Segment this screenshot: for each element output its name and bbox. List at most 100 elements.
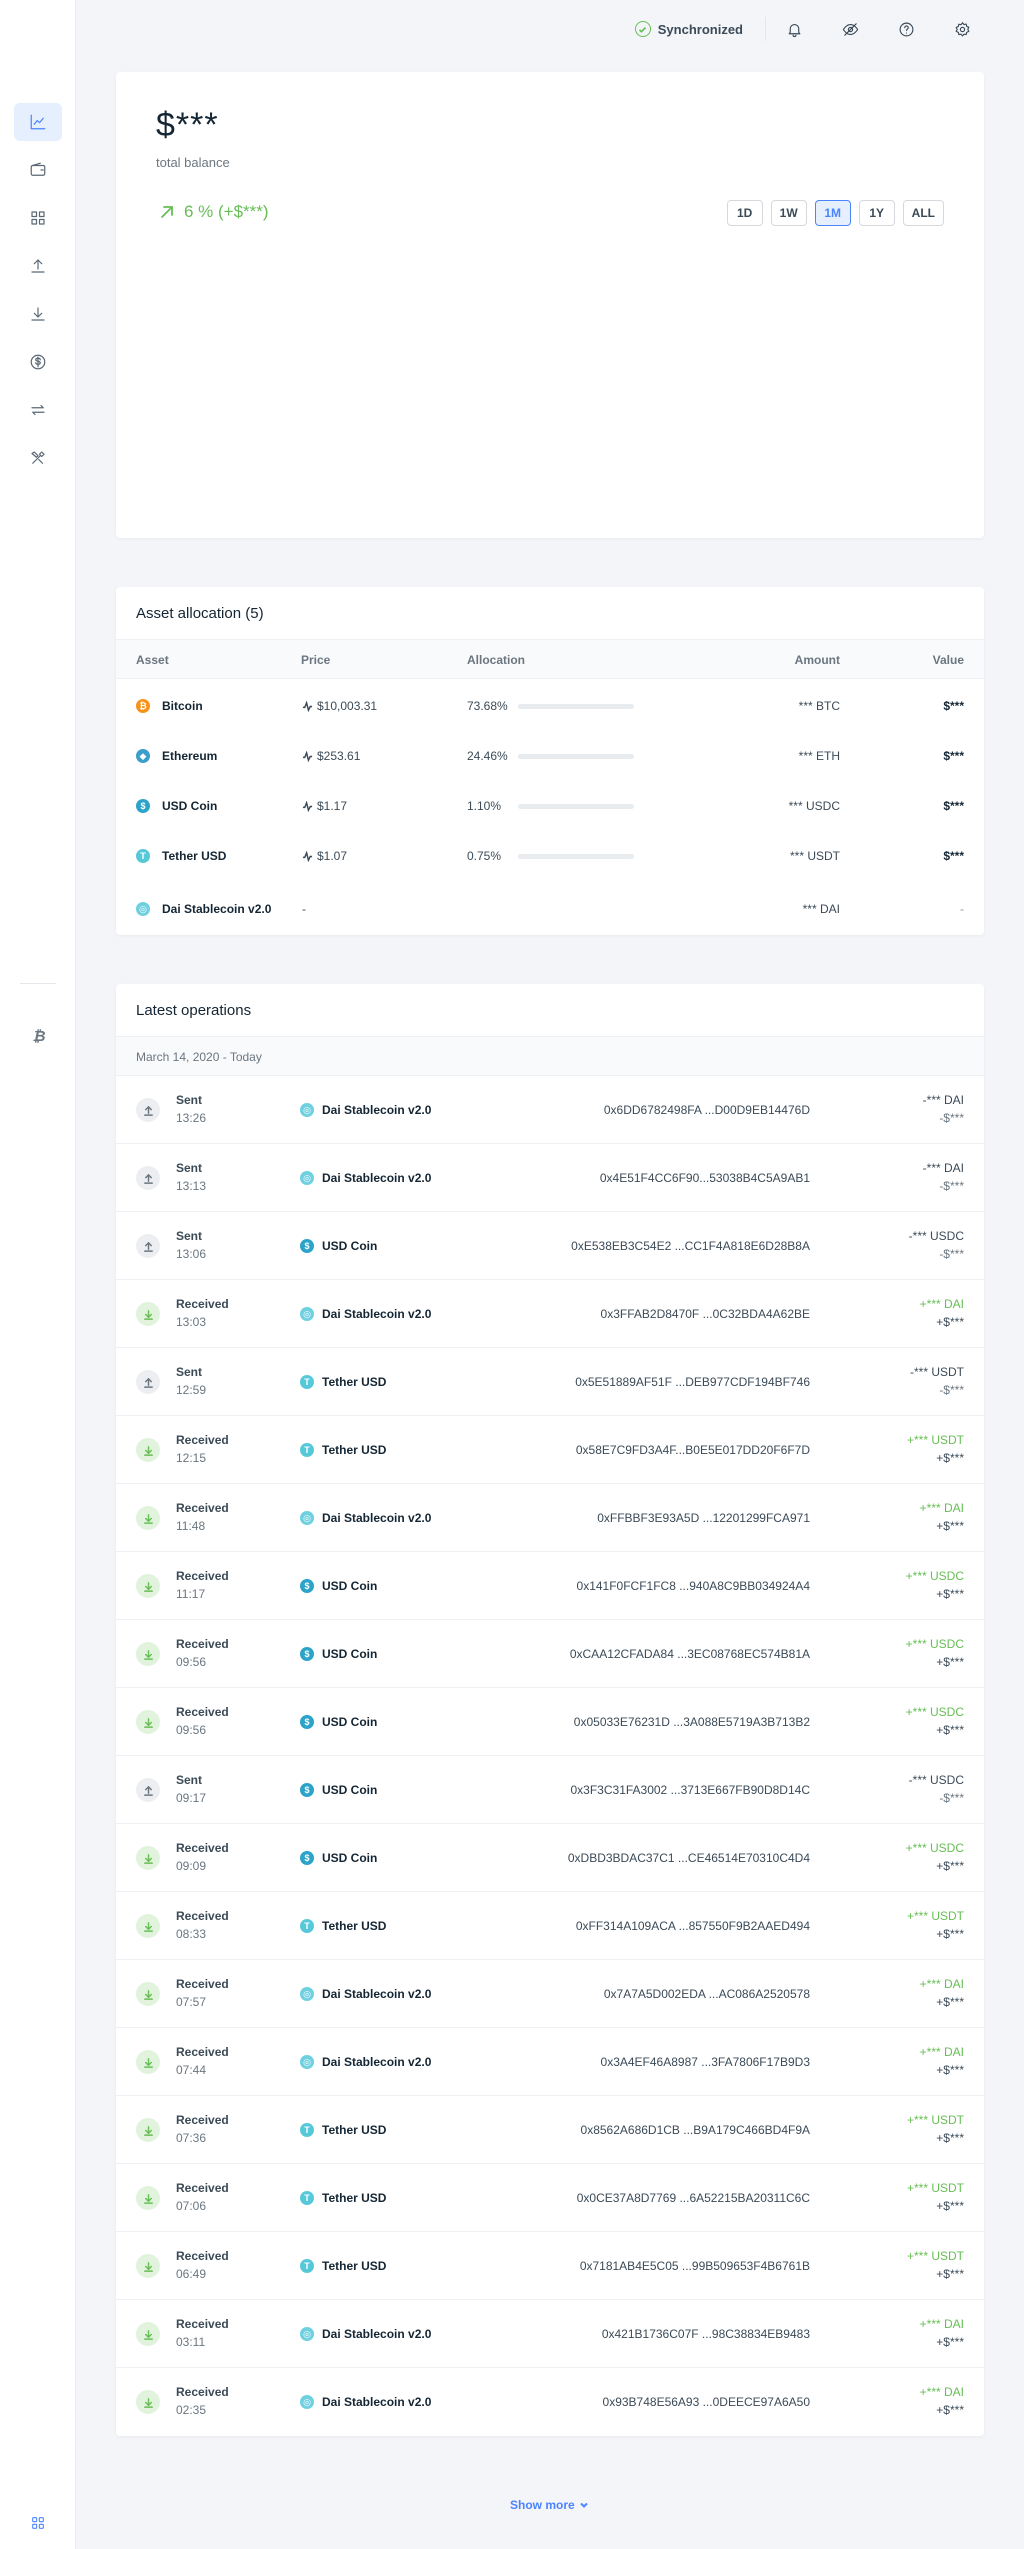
operation-time: 07:36 (176, 2131, 207, 2145)
sidebar-item-exchange[interactable] (14, 391, 62, 429)
operation-row[interactable]: Received 07:44 ◎ Dai Stablecoin v2.0 0x3A4EF… (116, 2028, 984, 2096)
operation-type-icon (136, 1166, 160, 1190)
operation-row[interactable]: Sent 09:17 $ USD Coin 0x3F3C31FA3002 ...3713… (116, 1756, 984, 1824)
range-1d-button[interactable]: 1D (726, 200, 763, 226)
notifications-button[interactable] (766, 17, 822, 41)
operation-coin-name: USD Coin (322, 1783, 378, 1797)
operation-row[interactable]: Sent 13:13 ◎ Dai Stablecoin v2.0 0x4E51F4CC6… (116, 1144, 984, 1212)
show-more-button[interactable]: Show more (510, 2498, 588, 2512)
range-1y-button[interactable]: 1Y (858, 200, 895, 226)
bitcoin-icon[interactable]: ₿ (32, 1027, 46, 1045)
operation-row[interactable]: Received 06:49 T Tether USD 0x7181AB4E5C05 .… (116, 2232, 984, 2300)
sync-status[interactable]: Synchronized (634, 17, 766, 41)
operation-row[interactable]: Sent 13:26 ◎ Dai Stablecoin v2.0 0x6DD678249… (116, 1076, 984, 1144)
operation-coin-name: Dai Stablecoin v2.0 (322, 1511, 432, 1525)
operation-row[interactable]: Sent 13:06 $ USD Coin 0xE538EB3C54E2 ...CC1F… (116, 1212, 984, 1280)
operation-type-icon (136, 2118, 160, 2142)
download-icon (143, 2193, 153, 2204)
operation-row[interactable]: Received 07:57 ◎ Dai Stablecoin v2.0 0x7A7A5… (116, 1960, 984, 2028)
operation-coin-name: Tether USD (322, 1443, 387, 1457)
operation-value: +$*** (936, 2199, 964, 2213)
sidebar-item-buy[interactable] (14, 343, 62, 381)
operation-value: +$*** (936, 1519, 964, 1533)
operation-type-icon (136, 1098, 160, 1122)
sidebar-item-accounts[interactable] (14, 151, 62, 189)
allocation-row[interactable]: ◆ Ethereum $253.61 24.46% *** ETH $*** (116, 732, 984, 782)
operation-row[interactable]: Received 09:56 $ USD Coin 0x05033E76231D ...… (116, 1688, 984, 1756)
allocation-row[interactable]: ◎ Dai Stablecoin v2.0 - *** DAI - (116, 885, 984, 935)
operation-row[interactable]: Received 09:09 $ USD Coin 0xDBD3BDAC37C1 ...… (116, 1824, 984, 1892)
operation-time: 13:06 (176, 1247, 207, 1261)
operation-row[interactable]: Received 12:15 T Tether USD 0x58E7C9FD3A4F..… (116, 1416, 984, 1484)
operation-type: Received (176, 2113, 229, 2127)
download-icon (143, 1853, 153, 1864)
range-1m-button[interactable]: 1M (814, 200, 851, 226)
allocation-row[interactable]: ₿ Bitcoin $10,003.31 73.68% *** BTC $*** (116, 682, 984, 732)
asset-name: Tether USD (162, 849, 227, 863)
operation-coin: T Tether USD (300, 1443, 386, 1457)
operation-row[interactable]: Received 07:06 T Tether USD 0x0CE37A8D7769 .… (116, 2164, 984, 2232)
apps-icon[interactable] (24, 2511, 52, 2535)
operation-type: Sent (176, 1161, 203, 1175)
operation-address: 0x93B748E56A93 ...0DEECE97A6A50 (602, 2395, 810, 2409)
sidebar-item-send[interactable] (14, 247, 62, 285)
operation-coin-name: USD Coin (322, 1715, 378, 1729)
asset-price: $253.61 (302, 749, 360, 763)
sidebar-item-manager[interactable] (14, 439, 62, 477)
operation-value: +$*** (936, 2063, 964, 2077)
operation-row[interactable]: Received 03:11 ◎ Dai Stablecoin v2.0 0x421B1… (116, 2300, 984, 2368)
operation-row[interactable]: Received 07:36 T Tether USD 0x8562A686D1CB .… (116, 2096, 984, 2164)
operation-address: 0xE538EB3C54E2 ...CC1F4A818E6D28B8A (571, 1239, 810, 1253)
balance-card: $*** total balance 6 % (+$***) 1D 1W 1M … (116, 72, 984, 538)
operation-coin-name: USD Coin (322, 1579, 378, 1593)
operation-type-icon (136, 1778, 160, 1802)
operations-date-range: March 14, 2020 - Today (116, 1036, 984, 1076)
operation-type: Received (176, 2045, 229, 2059)
operation-address: 0x58E7C9FD3A4F...B0E5E017DD20F6F7D (575, 1443, 810, 1457)
sidebar-item-catalog[interactable] (14, 199, 62, 237)
operation-row[interactable]: Received 02:35 ◎ Dai Stablecoin v2.0 0x93B74… (116, 2368, 984, 2436)
operation-amount: +*** USDT (906, 1909, 964, 1923)
allocation-row[interactable]: T Tether USD $1.07 0.75% *** USDT $*** (116, 832, 984, 882)
dai-icon: ◎ (300, 1511, 314, 1525)
usdc-icon: $ (136, 799, 150, 813)
allocation-row[interactable]: $ USD Coin $1.17 1.10% *** USDC $*** (116, 782, 984, 832)
operation-row[interactable]: Received 11:48 ◎ Dai Stablecoin v2.0 0xFFBBF… (116, 1484, 984, 1552)
col-allocation: Allocation (467, 653, 526, 667)
operation-coin-name: Dai Stablecoin v2.0 (322, 1103, 432, 1117)
operation-row[interactable]: Received 13:03 ◎ Dai Stablecoin v2.0 0x3FFAB… (116, 1280, 984, 1348)
help-icon (899, 22, 913, 36)
operation-type: Received (176, 1841, 229, 1855)
settings-button[interactable] (934, 17, 990, 41)
range-all-button[interactable]: ALL (902, 200, 944, 226)
help-button[interactable] (878, 17, 934, 41)
asset-price-value: $10,003.31 (317, 699, 378, 713)
operation-row[interactable]: Sent 12:59 T Tether USD 0x5E51889AF51F ...DE… (116, 1348, 984, 1416)
operation-type: Sent (176, 1229, 203, 1243)
operation-type: Received (176, 1909, 229, 1923)
operation-row[interactable]: Received 11:17 $ USD Coin 0x141F0FCF1FC8 ...… (116, 1552, 984, 1620)
download-icon (143, 2125, 153, 2136)
sidebar-divider (20, 983, 56, 984)
operation-coin-name: Tether USD (322, 2191, 387, 2205)
operation-time: 02:35 (176, 2403, 207, 2417)
operation-amount: +*** DAI (919, 1977, 964, 1991)
operation-row[interactable]: Received 09:56 $ USD Coin 0xCAA12CFADA84 ...… (116, 1620, 984, 1688)
download-icon (143, 1717, 153, 1728)
sidebar-item-portfolio[interactable] (14, 103, 62, 141)
range-1w-button[interactable]: 1W (770, 200, 807, 226)
operation-amount: -*** USDC (908, 1229, 964, 1243)
discreet-mode-button[interactable] (822, 17, 878, 41)
operation-type-icon (136, 2390, 160, 2414)
operation-type: Received (176, 2249, 229, 2263)
sidebar-item-receive[interactable] (14, 295, 62, 333)
operation-time: 09:56 (176, 1655, 207, 1669)
download-icon (143, 2329, 153, 2340)
col-value: Value (932, 653, 964, 667)
asset-name: Bitcoin (162, 699, 203, 713)
operation-value: +$*** (936, 1859, 964, 1873)
operation-type-icon (136, 2050, 160, 2074)
balance-growth: 6 % (+$***) (160, 202, 269, 222)
operation-type-icon (136, 1506, 160, 1530)
operation-row[interactable]: Received 08:33 T Tether USD 0xFF314A109ACA .… (116, 1892, 984, 1960)
